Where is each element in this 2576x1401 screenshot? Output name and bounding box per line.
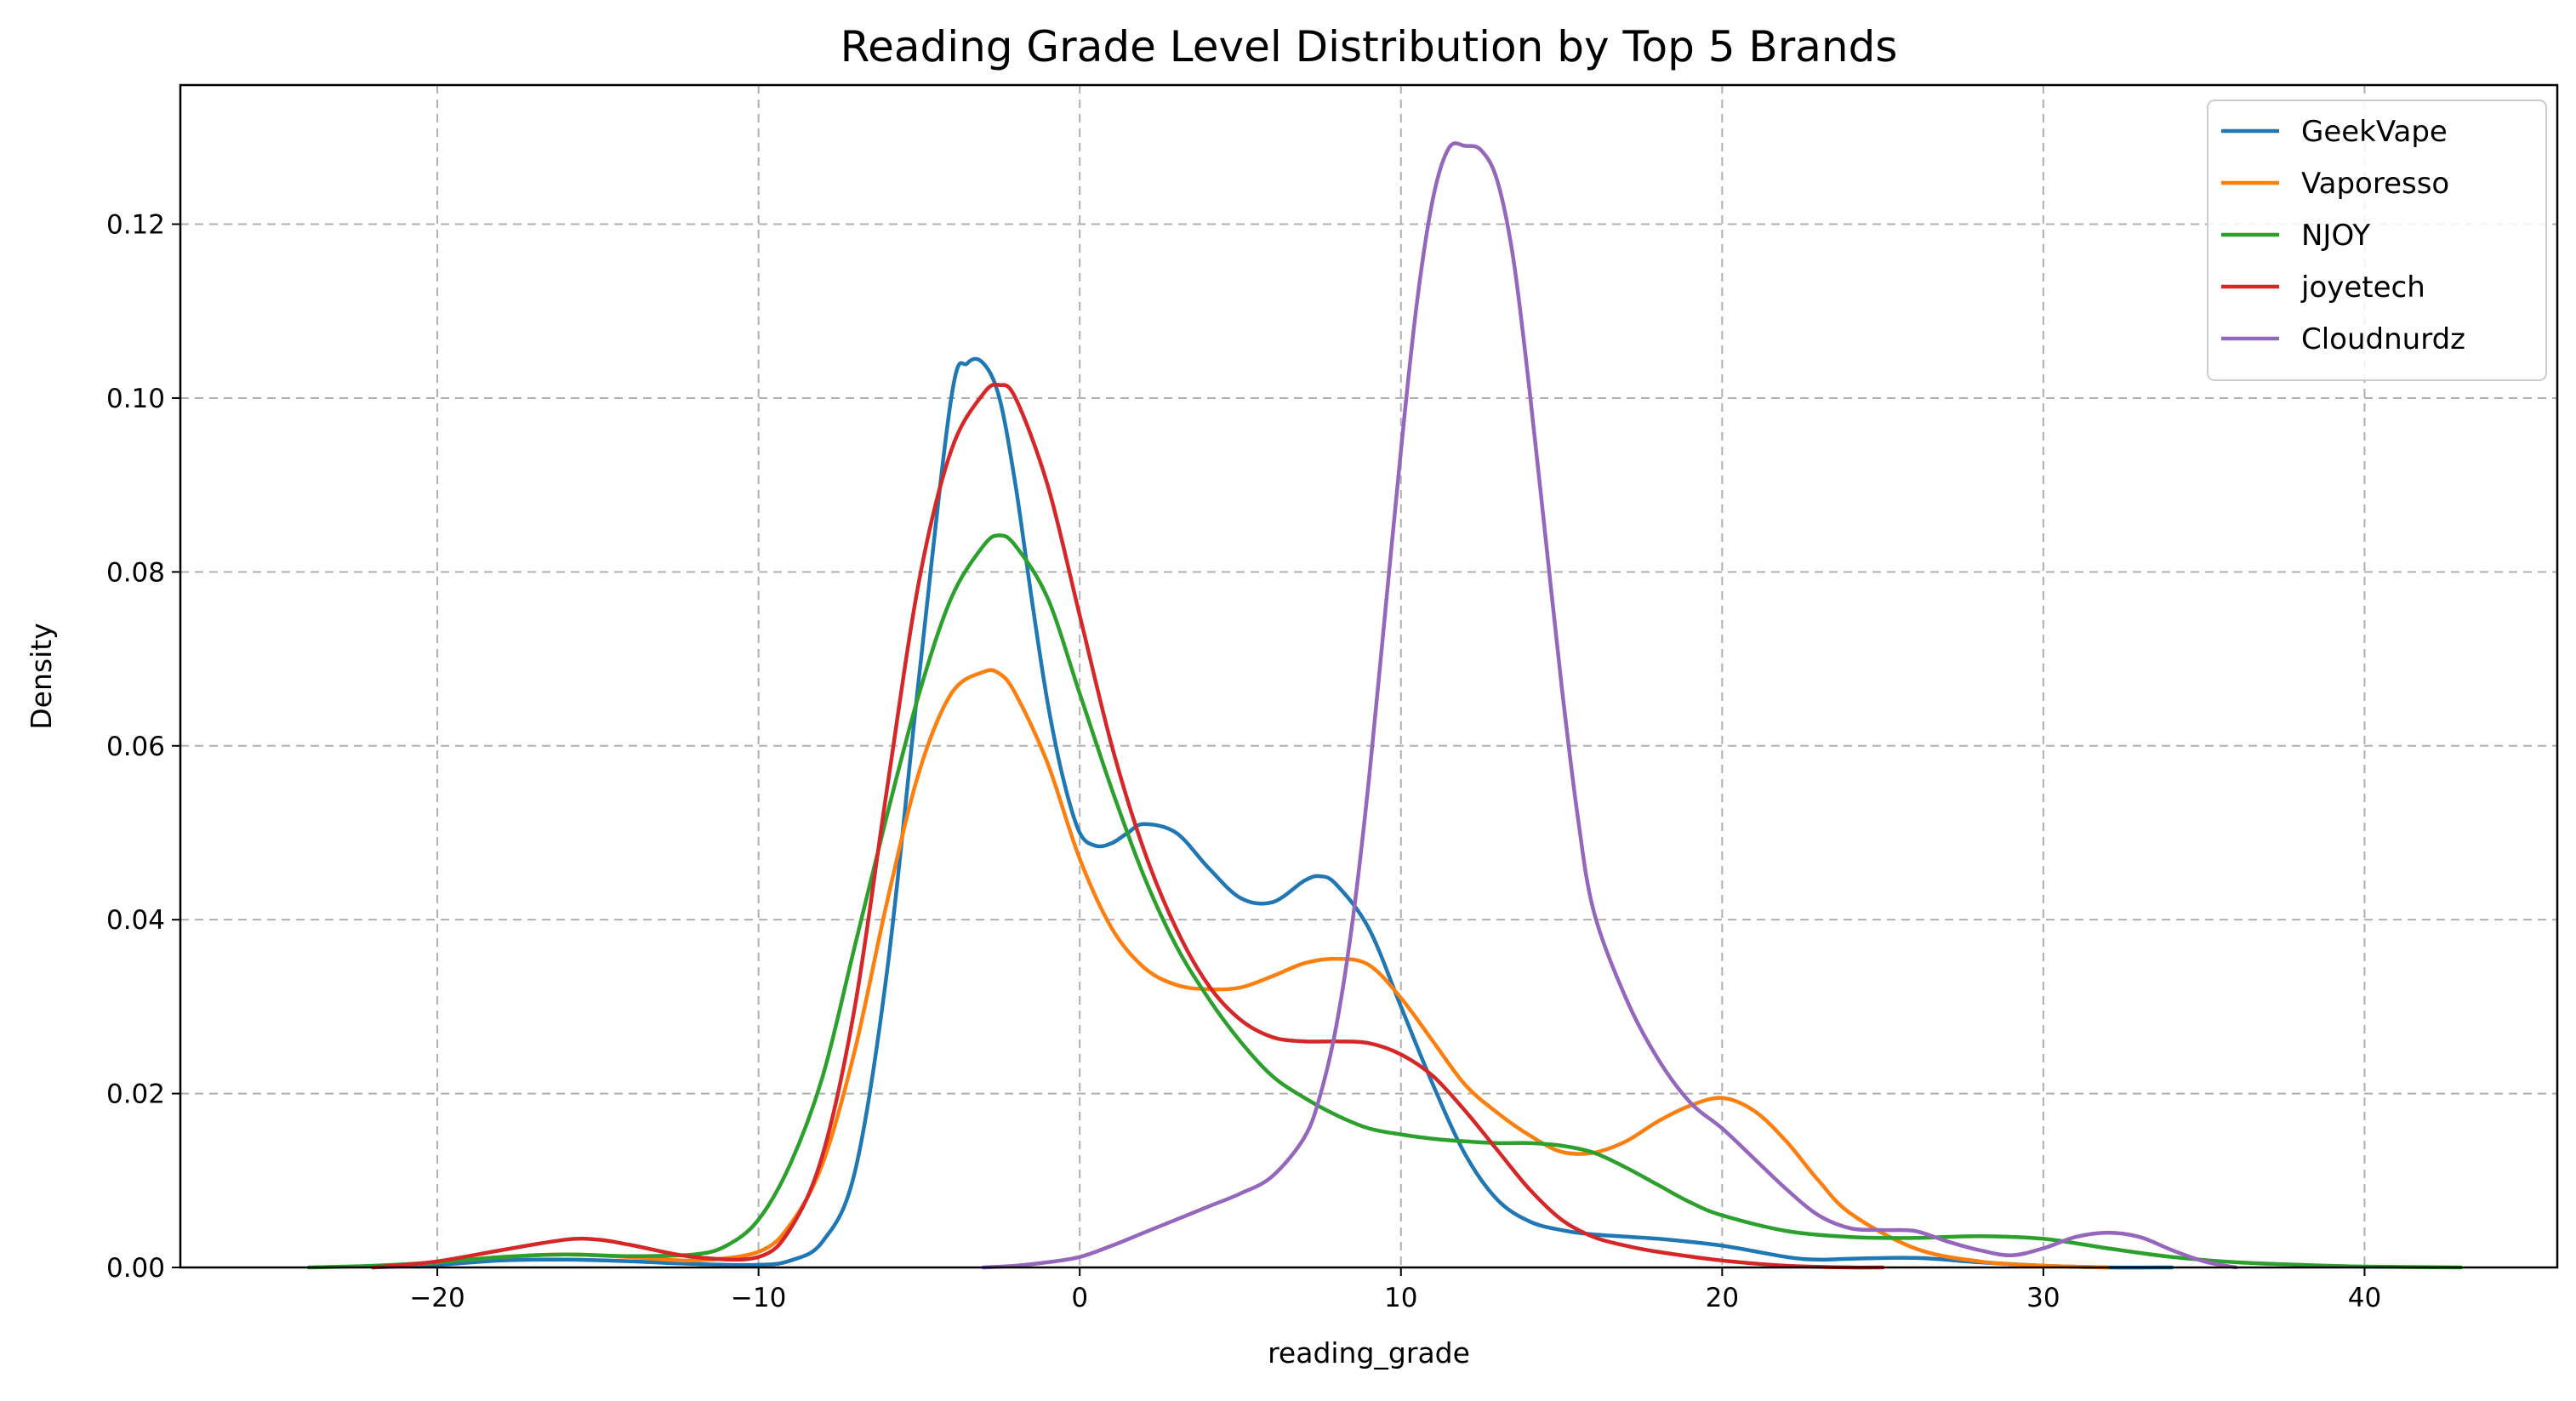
y-tick-label: 0.12 (106, 210, 165, 241)
legend: GeekVape Vaporesso NJOY joyetech Cloudnurdz (2207, 100, 2547, 381)
x-tick-label: 10 (1384, 1283, 1417, 1313)
y-tick-label: 0.00 (106, 1253, 165, 1284)
y-tick-label: 0.04 (106, 905, 165, 936)
x-tick-label: 40 (2348, 1283, 2381, 1313)
series-line-cloudnurdz (981, 141, 2238, 1270)
y-axis-label: Density (25, 623, 58, 729)
legend-label-cloudnurdz: Cloudnurdz (2301, 322, 2465, 356)
y-tick-label: 0.08 (106, 557, 165, 588)
x-axis-label: reading_grade (1268, 1336, 1470, 1370)
axis-ticks: −20 −10 0 10 20 30 40 0.00 0.02 0.04 0.06 0.08 0.10 0… (106, 210, 2381, 1313)
y-tick-label: 0.02 (106, 1079, 165, 1110)
legend-label-joyetech: joyetech (2300, 271, 2425, 305)
y-tick-label: 0.10 (106, 384, 165, 414)
series-line-njoy (306, 533, 2463, 1270)
x-tick-label: −20 (409, 1283, 464, 1313)
legend-label-geekvape: GeekVape (2301, 115, 2448, 149)
x-tick-label: 0 (1071, 1283, 1088, 1313)
series-line-geekvape (371, 356, 2174, 1270)
y-tick-label: 0.06 (106, 732, 165, 762)
x-tick-label: 20 (1706, 1283, 1739, 1313)
x-tick-label: −10 (731, 1283, 786, 1313)
plot-frame (179, 83, 2559, 1269)
legend-label-njoy: NJOY (2301, 219, 2370, 253)
chart-title: Reading Grade Level Distribution by Top … (841, 22, 1898, 71)
x-tick-label: 30 (2026, 1283, 2060, 1313)
legend-label-vaporesso: Vaporesso (2301, 167, 2449, 201)
series-lines (306, 141, 2463, 1270)
series-line-joyetech (371, 382, 1885, 1270)
legend-box (2207, 100, 2547, 381)
